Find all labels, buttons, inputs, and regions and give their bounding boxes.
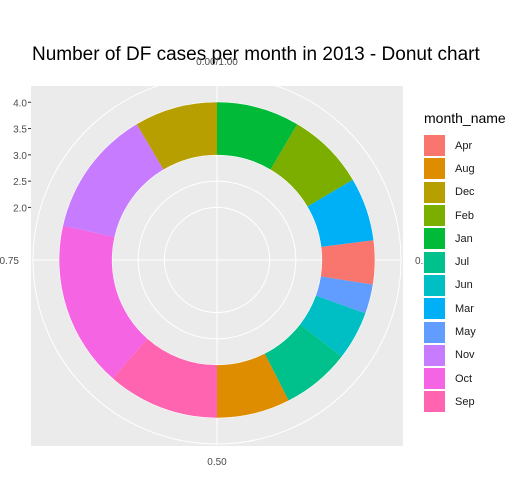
legend: month_name Apr Aug Dec Feb Jan Jul Jun Mar May No… (424, 110, 506, 414)
chart-title: Number of DF cases per month in 2013 - D… (32, 44, 480, 65)
legend-item-may: May (424, 320, 506, 343)
donut-slices (59, 102, 375, 418)
legend-item-oct: Oct (424, 367, 506, 390)
slice-nov (63, 124, 164, 238)
legend-item-nov: Nov (424, 344, 506, 367)
legend-item-apr: Apr (424, 134, 506, 157)
angle-tick-label: 0.50 (207, 457, 227, 468)
slice-oct (59, 225, 148, 379)
legend-item-jun: Jun (424, 274, 506, 297)
legend-label: Sep (455, 395, 475, 408)
legend-title: month_name (424, 110, 506, 126)
legend-label: Aug (455, 162, 475, 175)
legend-label: Dec (455, 186, 475, 199)
legend-label: Nov (455, 349, 475, 362)
legend-label: Jun (455, 279, 473, 292)
legend-label: May (455, 326, 476, 339)
slice-aug (217, 353, 289, 418)
legend-item-aug: Aug (424, 157, 506, 180)
legend-key (424, 391, 445, 413)
legend-key (424, 181, 445, 203)
angle-tick-label: 0.00/1.00 (196, 57, 238, 68)
slice-may (315, 276, 373, 314)
slice-jan (217, 102, 298, 170)
legend-item-mar: Mar (424, 297, 506, 320)
radial-tick-label: 4.0 (13, 98, 27, 109)
radial-tick-label: 2.0 (13, 203, 27, 214)
legend-item-jan: Jan (424, 227, 506, 250)
legend-label: Apr (455, 139, 473, 152)
slice-jun (300, 295, 366, 357)
radial-tick-label: 3.0 (13, 151, 27, 162)
legend-key (424, 344, 445, 366)
legend-key (424, 321, 445, 343)
legend-item-jul: Jul (424, 250, 506, 273)
angle-tick-label: 0.75 (0, 256, 19, 267)
legend-label: Jul (455, 256, 470, 269)
legend-key (424, 251, 445, 273)
slice-sep (112, 338, 217, 418)
radial-tick-label: 3.5 (13, 125, 27, 136)
legend-items: Apr Aug Dec Feb Jan Jul Jun Mar May Nov Oct Sep (424, 134, 506, 414)
legend-key (424, 228, 445, 250)
slice-feb (270, 124, 353, 207)
legend-item-sep: Sep (424, 390, 506, 413)
legend-label: Mar (455, 302, 474, 315)
slice-dec (136, 102, 217, 170)
legend-label: Oct (455, 372, 473, 385)
legend-label: Feb (455, 209, 474, 222)
legend-key (424, 368, 445, 390)
legend-label: Jan (455, 232, 473, 245)
slice-apr (320, 240, 375, 285)
legend-key (424, 205, 445, 227)
legend-key (424, 135, 445, 157)
legend-item-dec: Dec (424, 181, 506, 204)
legend-key (424, 274, 445, 296)
legend-key (424, 298, 445, 320)
legend-item-feb: Feb (424, 204, 506, 227)
radial-tick-label: 2.5 (13, 177, 27, 188)
slice-mar (307, 179, 374, 247)
legend-key (424, 158, 445, 180)
slice-jul (264, 324, 342, 401)
